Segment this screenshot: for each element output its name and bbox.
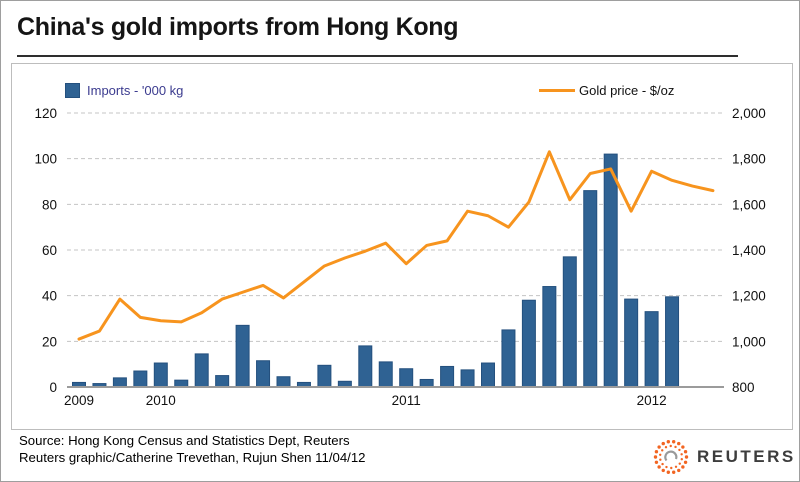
- logo-dot: [678, 448, 681, 452]
- logo-dot: [674, 465, 678, 468]
- legend-gold-price: Gold price - $/oz: [539, 83, 674, 98]
- logo-dot: [677, 441, 681, 446]
- right-axis-label: 1,800: [732, 152, 766, 167]
- reuters-logo: REUTERS: [651, 437, 796, 477]
- logo-dot: [669, 444, 672, 448]
- legend-imports-label: Imports - '000 kg: [87, 83, 184, 98]
- logo-dot: [654, 450, 659, 454]
- left-axis-label: 40: [42, 289, 57, 304]
- logo-dot: [664, 446, 668, 449]
- import-bar: [256, 360, 271, 388]
- left-axis-label: 60: [42, 243, 57, 258]
- logo-dot: [653, 455, 658, 459]
- logo-dot: [661, 441, 665, 446]
- import-bar: [624, 298, 639, 388]
- import-bar: [194, 353, 209, 388]
- logo-dot: [677, 468, 681, 473]
- right-axis-label: 800: [732, 380, 755, 395]
- credit-line: Reuters graphic/Catherine Trevethan, Ruj…: [19, 450, 366, 465]
- import-bar: [215, 375, 230, 388]
- left-axis-label: 20: [42, 334, 57, 349]
- import-bar: [521, 299, 536, 388]
- logo-dot: [666, 440, 671, 444]
- logo-dot: [674, 445, 677, 449]
- gold-price-line: [77, 150, 715, 341]
- x-axis-label: 2010: [146, 393, 176, 408]
- import-bar: [419, 378, 434, 388]
- logo-dot: [654, 460, 659, 464]
- logo-dot: [683, 450, 688, 454]
- title-underline: [17, 55, 738, 57]
- import-bar: [378, 361, 393, 388]
- import-bar: [644, 311, 659, 388]
- import-bar: [603, 153, 618, 388]
- logo-dot: [666, 470, 671, 474]
- right-axis-label: 1,400: [732, 243, 766, 258]
- logo-dot: [681, 445, 685, 449]
- left-axis-label: 80: [42, 197, 57, 212]
- logo-dot: [681, 465, 685, 469]
- page-title: China's gold imports from Hong Kong: [17, 13, 459, 41]
- footer: Source: Hong Kong Census and Statistics …: [19, 432, 366, 466]
- x-axis-label: 2009: [64, 393, 94, 408]
- gold-price-swatch-icon: [539, 89, 575, 92]
- import-bar: [174, 379, 189, 388]
- import-bar: [112, 377, 127, 388]
- right-axis-label: 1,000: [732, 334, 766, 349]
- left-axis-label: 120: [34, 106, 57, 121]
- import-bar: [153, 362, 168, 388]
- right-axis-label: 2,000: [732, 106, 766, 121]
- logo-dot: [671, 440, 676, 444]
- left-axis-label: 0: [49, 380, 57, 395]
- import-bar: [133, 370, 148, 388]
- import-bar: [358, 345, 373, 388]
- legend-imports: Imports - '000 kg: [65, 83, 183, 98]
- imports-swatch-icon: [65, 83, 80, 98]
- import-bar: [501, 329, 516, 388]
- import-bar: [665, 296, 680, 388]
- import-bar: [460, 369, 475, 388]
- import-bar: [481, 362, 495, 388]
- x-axis-label: 2012: [637, 393, 667, 408]
- logo-dot: [683, 460, 688, 464]
- logo-dot: [657, 465, 661, 469]
- import-bar: [542, 286, 557, 388]
- logo-dot: [680, 453, 683, 456]
- reuters-logo-icon: [653, 440, 689, 474]
- logo-dot: [680, 457, 683, 461]
- import-bar: [562, 256, 577, 388]
- logo-dot: [684, 455, 689, 459]
- logo-swirl: [664, 450, 678, 462]
- import-bar: [399, 368, 414, 388]
- import-bar: [235, 324, 250, 388]
- import-bar: [317, 364, 332, 388]
- import-bar: [440, 365, 455, 388]
- logo-dot: [661, 468, 665, 473]
- logo-dot: [661, 449, 664, 452]
- logo-dot: [659, 453, 662, 457]
- logo-wordmark: REUTERS: [697, 447, 796, 466]
- logo-dot: [659, 458, 662, 461]
- x-axis-label: 2011: [392, 393, 421, 408]
- logo-dot: [665, 465, 668, 469]
- left-axis-label: 100: [34, 152, 57, 167]
- legend-gold-label: Gold price - $/oz: [579, 83, 675, 98]
- logo-dot: [678, 462, 681, 465]
- logo-dot-ring: [653, 440, 689, 474]
- logo-dot: [671, 470, 676, 474]
- logo-dot: [661, 462, 664, 466]
- logo-dot: [657, 445, 661, 449]
- right-axis-label: 1,200: [732, 289, 766, 304]
- import-bar: [276, 376, 291, 388]
- source-line: Source: Hong Kong Census and Statistics …: [19, 433, 350, 448]
- right-axis-label: 1,600: [732, 197, 766, 212]
- import-bar: [583, 190, 598, 388]
- logo-dot: [670, 466, 673, 470]
